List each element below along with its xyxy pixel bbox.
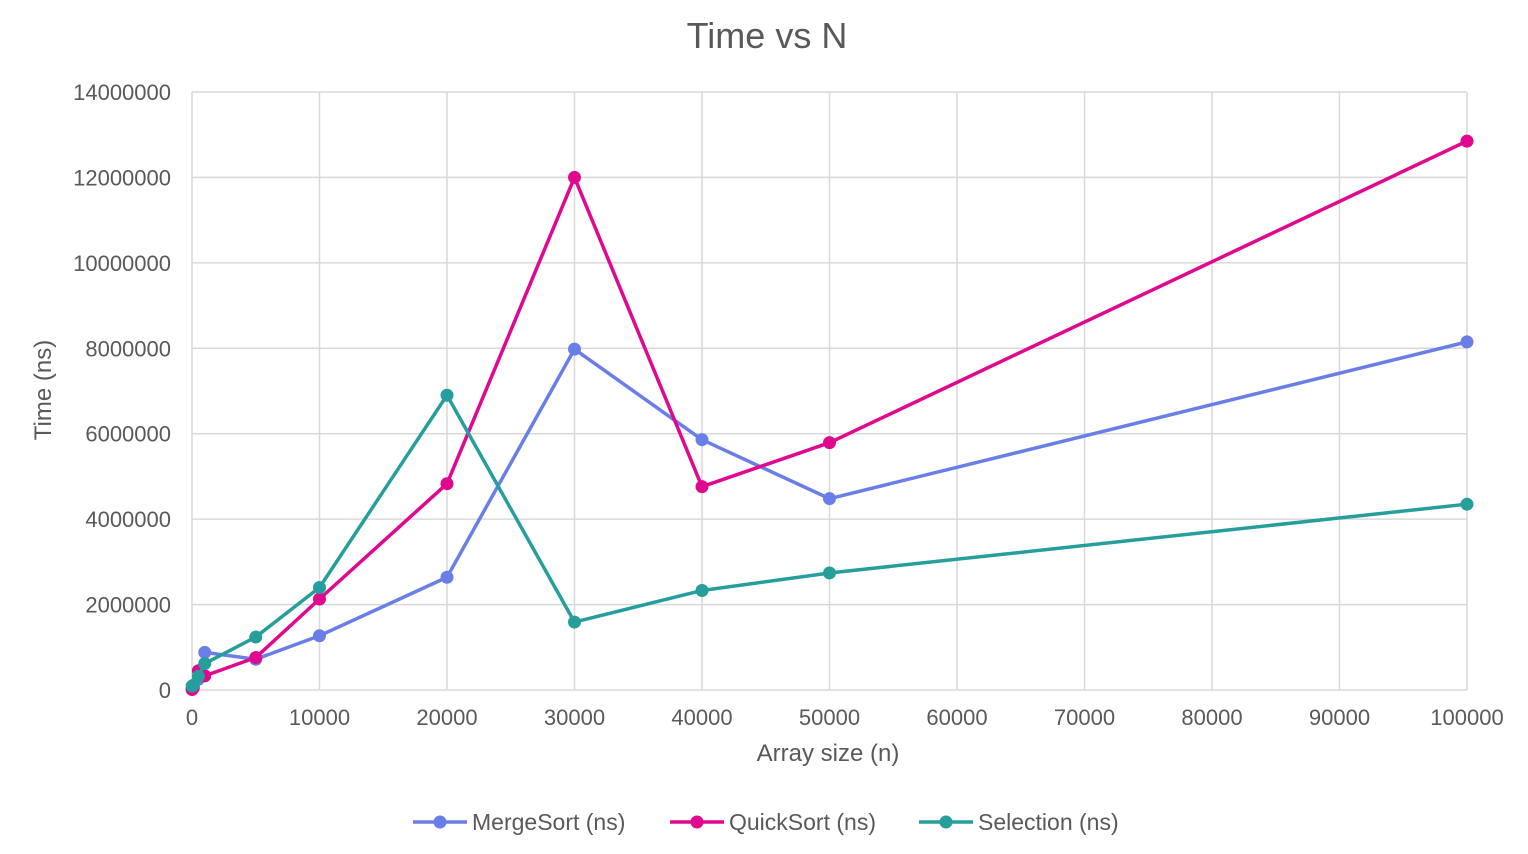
x-tick-label: 50000 [799, 705, 860, 730]
legend-item: QuickSort (ns) [670, 809, 876, 835]
x-axis-label: Array size (n) [757, 740, 900, 767]
legend: MergeSort (ns) QuickSort (ns) Selection (n… [413, 809, 1119, 835]
data-point [1460, 497, 1474, 511]
legend-item: Selection (ns) [919, 809, 1119, 835]
y-tick-label: 4000000 [85, 507, 171, 532]
y-axis-label: Time (ns) [30, 340, 57, 440]
x-tick-label: 30000 [544, 705, 605, 730]
data-point [198, 657, 212, 671]
data-point [313, 592, 326, 606]
y-tick-label: 12000000 [73, 165, 171, 190]
data-point [198, 645, 212, 659]
legend-label: QuickSort (ns) [729, 809, 876, 835]
legend-swatch-marker [690, 815, 704, 829]
legend-swatch-marker [433, 815, 447, 829]
data-point [823, 436, 836, 450]
data-point [191, 669, 205, 683]
y-tick-label: 14000000 [73, 80, 171, 105]
data-point [249, 630, 263, 644]
x-tick-label: 0 [186, 705, 198, 730]
data-point [1460, 134, 1474, 148]
y-axis-ticks: 0 2000000 4000000 6000000 8000000 10000000 120… [73, 80, 171, 703]
data-point [695, 480, 709, 494]
data-point [249, 651, 263, 665]
chart-title: Time vs N [687, 15, 848, 56]
data-point [313, 629, 326, 643]
x-tick-label: 60000 [926, 705, 987, 730]
y-tick-label: 2000000 [85, 593, 171, 618]
data-point [313, 580, 326, 594]
data-point [440, 570, 454, 584]
data-point [440, 477, 454, 491]
x-tick-label: 70000 [1054, 705, 1115, 730]
x-tick-label: 10000 [289, 705, 350, 730]
x-tick-label: 90000 [1309, 705, 1370, 730]
x-tick-label: 100000 [1430, 705, 1503, 730]
legend-swatch-marker [939, 815, 953, 829]
data-point [568, 615, 581, 629]
y-tick-label: 6000000 [85, 422, 171, 447]
legend-item: MergeSort (ns) [413, 809, 625, 835]
y-tick-label: 10000000 [73, 251, 171, 276]
y-tick-label: 8000000 [85, 336, 171, 361]
data-point [1460, 335, 1474, 349]
data-point [823, 566, 836, 580]
data-point [823, 492, 836, 506]
data-point [695, 433, 709, 447]
grid-lines [191, 91, 1468, 691]
x-tick-label: 40000 [671, 705, 732, 730]
x-tick-label: 80000 [1181, 705, 1242, 730]
x-tick-label: 20000 [416, 705, 477, 730]
series-3 [185, 388, 1474, 693]
legend-label: MergeSort (ns) [472, 809, 625, 835]
data-point [695, 583, 709, 597]
y-tick-label: 0 [159, 678, 171, 703]
x-axis-ticks: 0 10000 20000 30000 40000 50000 60000 70000 8000… [186, 705, 1504, 730]
data-point [568, 342, 581, 356]
series-lines [185, 134, 1474, 697]
data-point [568, 170, 581, 184]
data-point [440, 388, 454, 402]
legend-label: Selection (ns) [978, 809, 1119, 835]
